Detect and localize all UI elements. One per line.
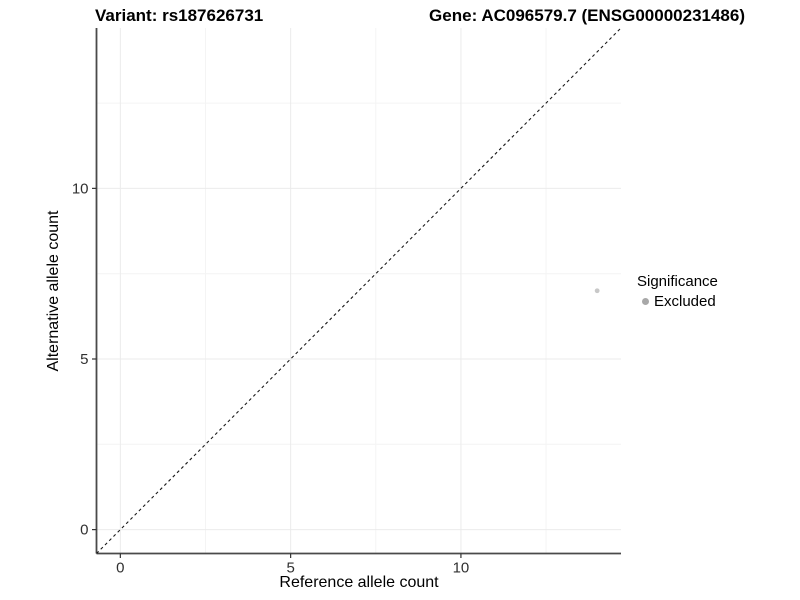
y-tick-label: 0 bbox=[80, 522, 88, 539]
legend-item-label: Excluded bbox=[654, 293, 716, 310]
legend-point-icon bbox=[642, 298, 649, 305]
y-tick-label: 5 bbox=[80, 351, 88, 368]
identity-dashed-line bbox=[96, 27, 622, 554]
y-axis-title: Alternative allele count bbox=[45, 210, 62, 372]
legend: Significance Excluded bbox=[637, 273, 718, 310]
y-tick-label: 10 bbox=[72, 180, 89, 197]
x-tick-label: 0 bbox=[116, 560, 124, 577]
x-axis-title: Reference allele count bbox=[279, 574, 439, 591]
x-tick-label: 10 bbox=[453, 560, 470, 577]
data-point bbox=[594, 288, 600, 294]
legend-item-excluded: Excluded bbox=[637, 293, 718, 310]
plot-title-gene: Gene: AC096579.7 (ENSG00000231486) bbox=[429, 6, 745, 25]
plot-title-variant: Variant: rs187626731 bbox=[95, 6, 264, 25]
x-tick-label: 5 bbox=[286, 560, 294, 577]
legend-title: Significance bbox=[637, 273, 718, 290]
